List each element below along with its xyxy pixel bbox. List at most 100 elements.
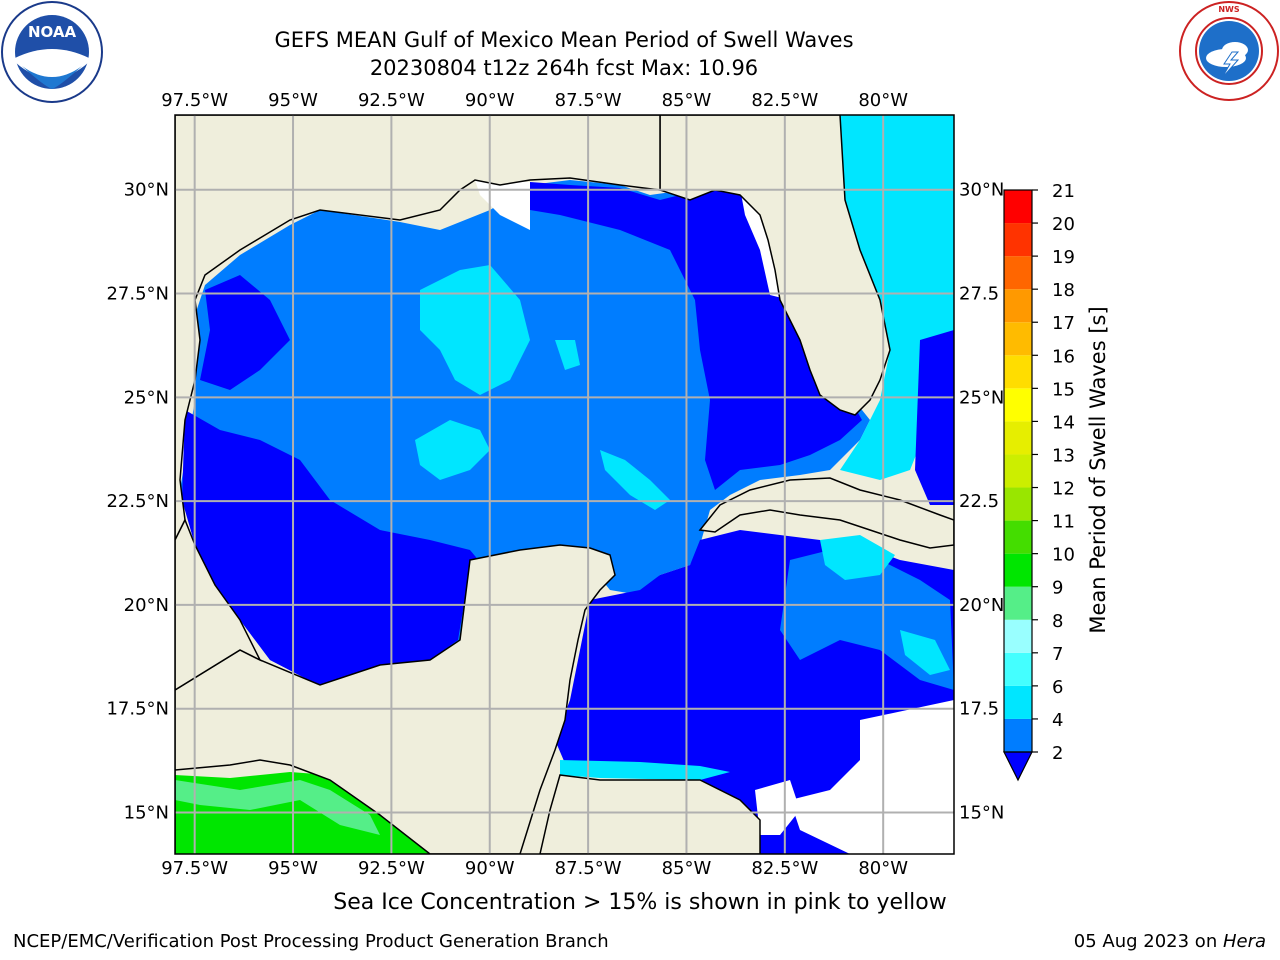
- lat-labels-left: 30°N 27.5°N 25°N 22.5°N 20°N 17.5°N 15°N: [106, 180, 169, 824]
- caribbean-blank: [790, 700, 954, 854]
- lat-tick-label-right: 22.5: [959, 491, 999, 512]
- chart-subtitle: 20230804 t12z 264h fcst Max: 10.96: [369, 56, 759, 80]
- noaa-logo: NOAA: [1, 1, 103, 103]
- lon-tick-label-bottom: 85°W: [662, 858, 712, 879]
- colorbar-tick-label: 9: [1052, 578, 1063, 599]
- colorbar-tick-label: 13: [1052, 445, 1075, 466]
- colorbar-segment: [1004, 520, 1032, 554]
- lon-labels-top: 97.5°W 95°W 92.5°W 90°W 87.5°W 85°W 82.5°W 80°W: [161, 90, 908, 111]
- colorbar-segment: [1004, 487, 1032, 521]
- colorbar-tick-label: 21: [1052, 181, 1075, 202]
- colorbar-segment: [1004, 388, 1032, 422]
- footer-date-text: 05 Aug 2023 on: [1073, 931, 1223, 952]
- colorbar-tick-label: 20: [1052, 214, 1075, 235]
- colorbar-tick-label: 14: [1052, 412, 1075, 433]
- colorbar-segment: [1004, 421, 1032, 455]
- caribbean-cyan: [820, 535, 895, 580]
- colorbar-tick-label: 15: [1052, 379, 1075, 400]
- cuba: [698, 477, 954, 549]
- gulf-cyan-patch: [420, 265, 530, 395]
- yucatan-peninsula: [175, 544, 616, 854]
- colorbar-tick-label: 11: [1052, 512, 1075, 533]
- colorbar-segment: [1004, 553, 1032, 587]
- gulf-deep-east: [530, 182, 862, 490]
- colorbar-segment: [1004, 256, 1032, 290]
- lat-tick-label-right: 20°N: [959, 595, 1004, 616]
- gridlines: [175, 115, 954, 854]
- lon-tick-label-top: 92.5°W: [358, 90, 425, 111]
- map-plot-area: [175, 115, 954, 854]
- colorbar-frame: [1003, 189, 1033, 753]
- colorbar: 2 4 6 7 8 9 10 11 12 13 14 15 16 17 18 19 20 21: [1003, 181, 1075, 782]
- lon-tick-label-top: 85°W: [662, 90, 712, 111]
- colorbar-segment: [1004, 619, 1032, 653]
- lat-tick-label-left: 15°N: [124, 802, 169, 823]
- colorbar-extend-low: [1003, 751, 1033, 782]
- gulf-cyan-patch-2: [415, 420, 490, 480]
- lat-tick-label-left: 22.5°N: [106, 491, 169, 512]
- lat-tick-label-right: 17.5: [959, 699, 999, 720]
- colorbar-tick-label: 4: [1052, 710, 1063, 731]
- chart-title: GEFS MEAN Gulf of Mexico Mean Period of …: [274, 28, 854, 52]
- colorbar-tick-label: 2: [1052, 743, 1063, 764]
- lat-tick-label-left: 27.5°N: [106, 284, 169, 305]
- colorbar-tick-label: 19: [1052, 247, 1075, 268]
- caribbean-cyan-2: [900, 630, 950, 675]
- caribbean-south-strip: [560, 760, 730, 780]
- lon-tick-label-bottom: 95°W: [268, 858, 318, 879]
- lon-tick-label-top: 95°W: [268, 90, 318, 111]
- colorbar-segment: [1004, 190, 1032, 224]
- lon-tick-label-bottom: 82.5°W: [751, 858, 818, 879]
- sea-ice-footnote: Sea Ice Concentration > 15% is shown in …: [333, 890, 947, 915]
- lon-tick-label-bottom: 90°W: [465, 858, 515, 879]
- colorbar-segment: [1004, 454, 1032, 488]
- lon-tick-label-top: 90°W: [465, 90, 515, 111]
- central-america: [539, 774, 761, 854]
- lon-tick-label-top: 97.5°W: [161, 90, 228, 111]
- lat-tick-label-left: 17.5°N: [106, 699, 169, 720]
- lon-tick-label-bottom: 87.5°W: [555, 858, 622, 879]
- colorbar-segment: [1004, 355, 1032, 389]
- colorbar-segment: [1004, 718, 1032, 752]
- colorbar-segment: [1004, 322, 1032, 356]
- caribbean-blank-2: [755, 780, 800, 835]
- lat-tick-label-left: 30°N: [124, 180, 169, 201]
- nws-logo: NWS: [1179, 1, 1279, 101]
- lat-tick-label-right: 30°N: [959, 180, 1004, 201]
- footer-date: 05 Aug 2023 on Hera: [1074, 931, 1266, 952]
- lat-labels-right: 30°N 27.5 25°N 22.5 20°N 17.5 15°N: [959, 180, 1004, 824]
- colorbar-tick-label: 16: [1052, 346, 1075, 367]
- colorbar-tick-label: 7: [1052, 644, 1063, 665]
- colorbar-segment: [1004, 289, 1032, 323]
- colorbar-tick-label: 18: [1052, 280, 1075, 301]
- colorbar-tick-label: 17: [1052, 313, 1075, 334]
- lon-tick-label-top: 80°W: [858, 90, 908, 111]
- lon-tick-label-bottom: 92.5°W: [358, 858, 425, 879]
- colorbar-label: Mean Period of Swell Waves [s]: [1086, 306, 1110, 633]
- lon-tick-label-top: 87.5°W: [555, 90, 622, 111]
- colorbar-tick-label: 6: [1052, 677, 1063, 698]
- lat-tick-label-right: 27.5: [959, 284, 999, 305]
- gulf-deep-nw: [200, 275, 290, 390]
- lat-tick-label-right: 15°N: [959, 802, 1004, 823]
- gulf-deep-west: [182, 410, 480, 685]
- pacific-light-green: [175, 780, 380, 835]
- colorbar-tick-label: 10: [1052, 545, 1075, 566]
- colorbar-segment: [1004, 652, 1032, 686]
- colorbar-segment: [1004, 685, 1032, 719]
- gulf-cyan-patch-4: [555, 340, 580, 370]
- colorbar-segment: [1004, 586, 1032, 620]
- svg-text:NWS: NWS: [1218, 5, 1240, 14]
- colorbar-tick-label: 8: [1052, 611, 1063, 632]
- colorbar-segment: [1004, 223, 1032, 257]
- footer-host: Hera: [1222, 931, 1266, 952]
- lon-tick-label-bottom: 80°W: [858, 858, 908, 879]
- atlantic-deep: [915, 330, 954, 505]
- map-frame: [174, 114, 955, 855]
- footer-credit: NCEP/EMC/Verification Post Processing Pr…: [13, 931, 609, 952]
- lon-tick-label-bottom: 97.5°W: [161, 858, 228, 879]
- lat-tick-label-left: 20°N: [124, 595, 169, 616]
- lon-tick-label-top: 82.5°W: [751, 90, 818, 111]
- colorbar-tick-label: 12: [1052, 479, 1075, 500]
